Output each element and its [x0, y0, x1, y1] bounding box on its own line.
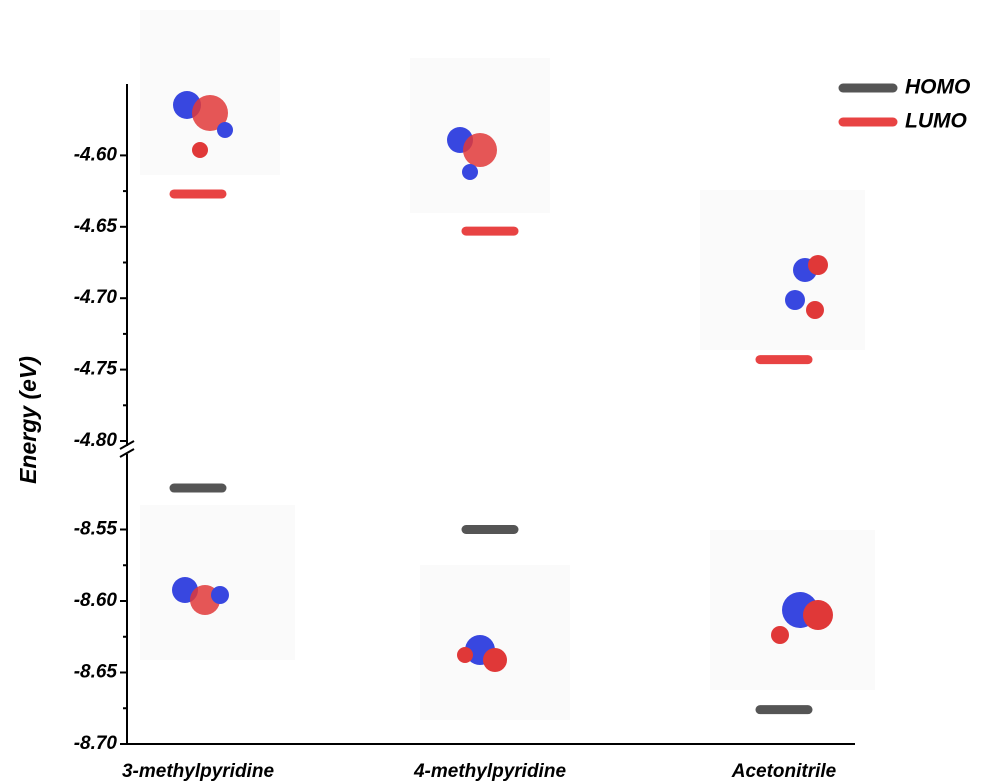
- y-tick-label: -8.60: [74, 590, 118, 611]
- chart: Energy (eV) -4.80 -4.75 -4.70 -4.65 -4.60 -8.…: [0, 0, 994, 784]
- y-tick-label: -8.70: [74, 733, 118, 754]
- y-tick-label: -8.55: [74, 519, 118, 540]
- y-tick-label: -8.65: [74, 662, 118, 683]
- y-tick-label: -4.70: [74, 287, 118, 308]
- y-axis-label: Energy (eV): [15, 356, 41, 484]
- x-tick-label: Acetonitrile: [731, 761, 837, 782]
- y-tick-label: -4.75: [74, 359, 118, 380]
- legend-label: LUMO: [905, 110, 967, 133]
- legend-label: HOMO: [905, 76, 970, 99]
- y-tick-label: -4.80: [74, 430, 118, 451]
- x-tick-label: 3-methylpyridine: [122, 761, 274, 782]
- y-tick-label: -4.60: [74, 144, 118, 165]
- x-tick-label: 4-methylpyridine: [413, 761, 566, 782]
- y-tick-label: -4.65: [74, 216, 118, 237]
- molecule-images: [140, 10, 875, 720]
